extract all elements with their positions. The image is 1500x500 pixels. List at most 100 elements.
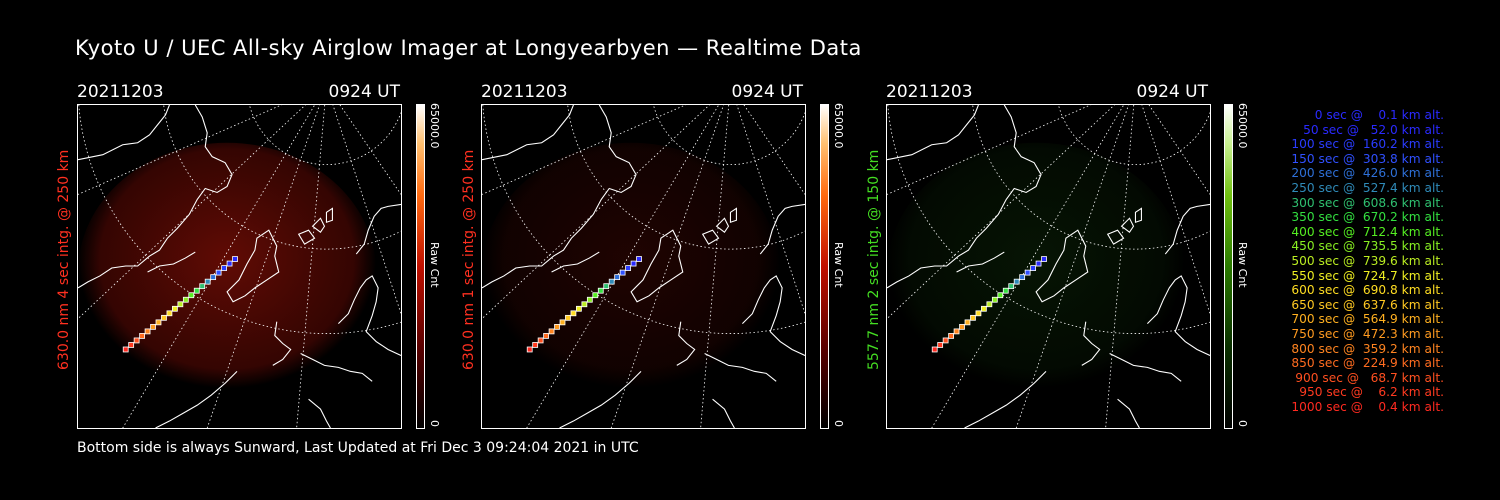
trajectory-point	[221, 265, 227, 271]
trajectory-point	[597, 287, 604, 294]
panel-3-map-svg	[887, 105, 1210, 428]
trajectory-point	[937, 342, 944, 348]
trajectory-point	[537, 337, 544, 344]
legend-row: 550 sec @ 724.7 km alt.	[1291, 268, 1444, 283]
page-title: Kyoto U / UEC All-sky Airglow Imager at …	[75, 36, 862, 60]
footer-update-note: Bottom side is always Sunward, Last Upda…	[77, 440, 639, 456]
trajectory-point	[204, 278, 211, 285]
legend-row: 400 sec @ 712.4 km alt.	[1291, 224, 1444, 239]
trajectory-point	[144, 328, 151, 335]
legend-row: 450 sec @ 735.5 km alt.	[1291, 239, 1444, 254]
legend-row: 800 sec @ 359.2 km alt.	[1291, 341, 1444, 356]
trajectory-point	[1008, 283, 1015, 290]
panel-1-allsky-map	[77, 104, 402, 429]
trajectory-point	[614, 274, 621, 281]
legend-row: 1000 sec @ 0.4 km alt.	[1291, 399, 1444, 414]
panel-2-date: 20211203	[481, 82, 568, 102]
trajectory-point	[1024, 269, 1031, 276]
trajectory-point	[193, 287, 200, 294]
panel-2-colorbar-max: 65000.0	[832, 103, 845, 149]
trajectory-point	[942, 337, 949, 344]
panel-2-map-svg	[482, 105, 805, 428]
legend-row: 0 sec @ 0.1 km alt.	[1314, 108, 1444, 122]
panel-1-colorbar-label: Raw Cnt	[428, 242, 441, 288]
panel-2-wavelength-label: 630.0 nm 1 sec intg. @ 250 km	[461, 149, 477, 370]
trajectory-point	[128, 342, 135, 348]
panel-1-colorbar-min: 0	[428, 420, 441, 427]
trajectory-point	[565, 314, 571, 321]
panel-3-time: 0924 UT	[1136, 82, 1209, 102]
panel-3-date: 20211203	[886, 82, 973, 102]
trajectory-point	[964, 319, 971, 326]
legend-row: 50 sec @ 52.0 km alt.	[1303, 122, 1444, 137]
panel-3-allsky-map	[886, 104, 1211, 429]
legend-row: 700 sec @ 564.9 km alt.	[1291, 312, 1444, 327]
trajectory-point	[1041, 256, 1047, 262]
rocket-trajectory	[931, 256, 1047, 353]
trajectory-point	[177, 301, 184, 308]
panel-1-wavelength-label: 630.0 nm 4 sec intg. @ 250 km	[56, 149, 72, 370]
trajectory-point	[603, 283, 610, 290]
legend-row: 250 sec @ 527.4 km alt.	[1291, 180, 1444, 195]
coastline	[887, 105, 1210, 428]
panel-1-date: 20211203	[77, 82, 164, 102]
trajectory-point	[543, 333, 549, 339]
legend-row: 850 sec @ 224.9 km alt.	[1291, 356, 1444, 371]
trajectory-point	[188, 292, 195, 299]
coastline	[78, 105, 401, 428]
trajectory-point	[619, 269, 626, 276]
legend-row: 600 sec @ 690.8 km alt.	[1291, 283, 1444, 298]
trajectory-point	[199, 283, 206, 290]
trajectory-point	[155, 319, 162, 326]
panel-3-wavelength-label: 557.7 nm 2 sec intg. @ 150 km	[866, 149, 882, 370]
rocket-trajectory	[122, 256, 238, 353]
trajectory-point	[526, 346, 533, 353]
legend-row: 500 sec @ 739.6 km alt.	[1291, 253, 1444, 268]
trajectory-point	[215, 269, 222, 276]
panel-3-colorbar-max: 65000.0	[1236, 103, 1249, 149]
panel-2-colorbar-label: Raw Cnt	[832, 242, 845, 288]
trajectory-point	[232, 256, 238, 262]
legend-row: 650 sec @ 637.6 km alt.	[1291, 297, 1444, 312]
trajectory-point	[586, 296, 593, 303]
trajectory-point	[559, 319, 566, 326]
trajectory-point	[608, 278, 615, 285]
trajectory-point	[1035, 260, 1042, 267]
airglow-field	[887, 142, 1186, 402]
trajectory-point	[991, 296, 998, 303]
trajectory-point	[548, 328, 555, 335]
trajectory-point	[139, 333, 145, 339]
trajectory-point	[166, 310, 173, 317]
legend-row: 900 sec @ 68.7 km alt.	[1295, 370, 1444, 385]
trajectory-point	[1013, 278, 1020, 285]
trajectory-point	[953, 328, 960, 335]
trajectory-point	[948, 333, 954, 339]
trajectory-point	[150, 323, 156, 330]
panel-3-colorbar-min: 0	[1236, 420, 1249, 427]
trajectory-point	[630, 260, 637, 267]
trajectory-point	[122, 346, 129, 353]
airglow-field	[482, 142, 781, 402]
trajectory-point	[172, 305, 178, 312]
legend-row: 300 sec @ 608.6 km alt.	[1291, 195, 1444, 210]
lat-lon-grid	[887, 105, 1210, 428]
trajectory-point	[1019, 274, 1026, 281]
trajectory-point	[625, 265, 631, 271]
trajectory-point	[592, 292, 599, 299]
legend-row: 750 sec @ 472.3 km alt.	[1291, 326, 1444, 341]
panel-1-colorbar-max: 65000.0	[428, 103, 441, 149]
trajectory-point	[959, 323, 965, 330]
trajectory-point	[554, 323, 560, 330]
panel-3-colorbar	[1224, 104, 1233, 429]
trajectory-point	[133, 337, 140, 344]
legend-row: 350 sec @ 670.2 km alt.	[1291, 210, 1444, 225]
lat-lon-grid	[482, 105, 805, 428]
trajectory-point	[636, 256, 642, 262]
trajectory-point	[1002, 287, 1009, 294]
trajectory-legend: 0 sec @ 0.1 km alt. 50 sec @ 52.0 km alt.…	[1268, 108, 1444, 414]
trajectory-point	[986, 301, 993, 308]
trajectory-point	[161, 314, 167, 321]
trajectory-point	[997, 292, 1004, 299]
lat-lon-grid	[78, 105, 401, 428]
legend-row: 200 sec @ 426.0 km alt.	[1291, 166, 1444, 181]
